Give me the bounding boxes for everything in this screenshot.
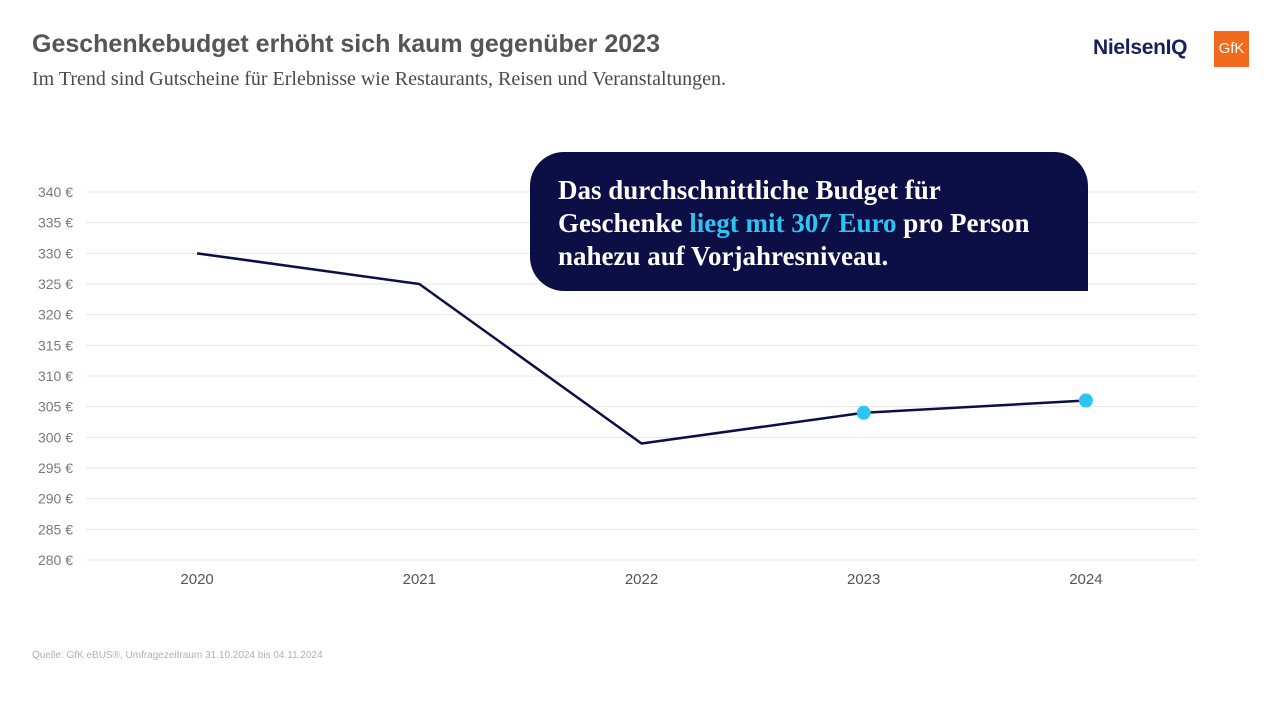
data-point-marker [856,405,871,420]
y-tick-label: 280 € [38,552,73,568]
page-title: Geschenkebudget erhöht sich kaum gegenüb… [32,30,660,58]
highlight-points [856,393,1093,420]
y-axis-tick-labels: 340 € 335 € 330 € 325 € 320 € 315 € 310 € 305 €… [38,184,73,568]
y-tick-label: 325 € [38,276,73,292]
y-tick-label: 340 € [38,184,73,200]
callout-highlight: liegt mit 307 Euro [689,208,897,238]
y-tick-label: 285 € [38,521,73,537]
page-subtitle: Im Trend sind Gutscheine für Erlebnisse … [32,68,726,90]
callout-text-end: pro Person nahezu auf Vorjahresniveau. [558,208,1030,271]
series-layer [196,252,1086,445]
x-tick-label: 2020 [180,571,213,588]
x-tick-label: 2021 [403,571,436,588]
x-tick-label: 2022 [625,571,658,588]
y-tick-label: 330 € [38,245,73,261]
callout-text-start: Das durchschnittliche Budget für Geschen… [558,175,941,238]
y-tick-label: 335 € [38,215,73,231]
nielseniq-logo: NielsenIQ [1093,36,1188,59]
y-tick-label: 295 € [38,460,73,476]
y-tick-label: 300 € [38,429,73,445]
y-tick-label: 305 € [38,399,73,415]
data-point-marker [1078,393,1093,408]
series-line [196,252,1086,445]
source-note: Quelle: GfK eBUS®, Umfragezeitraum 31.10… [32,650,323,661]
y-tick-label: 320 € [38,307,73,323]
x-axis-tick-labels: 2020 2021 2022 2023 2024 [180,571,1102,588]
y-tick-label: 290 € [38,491,73,507]
y-tick-label: 315 € [38,337,73,353]
x-tick-label: 2023 [847,571,880,588]
y-tick-label: 310 € [38,368,73,384]
gfk-logo: GfK [1214,31,1249,67]
x-tick-label: 2024 [1069,571,1102,588]
callout-box: Das durchschnittliche Budget für Geschen… [530,152,1088,291]
